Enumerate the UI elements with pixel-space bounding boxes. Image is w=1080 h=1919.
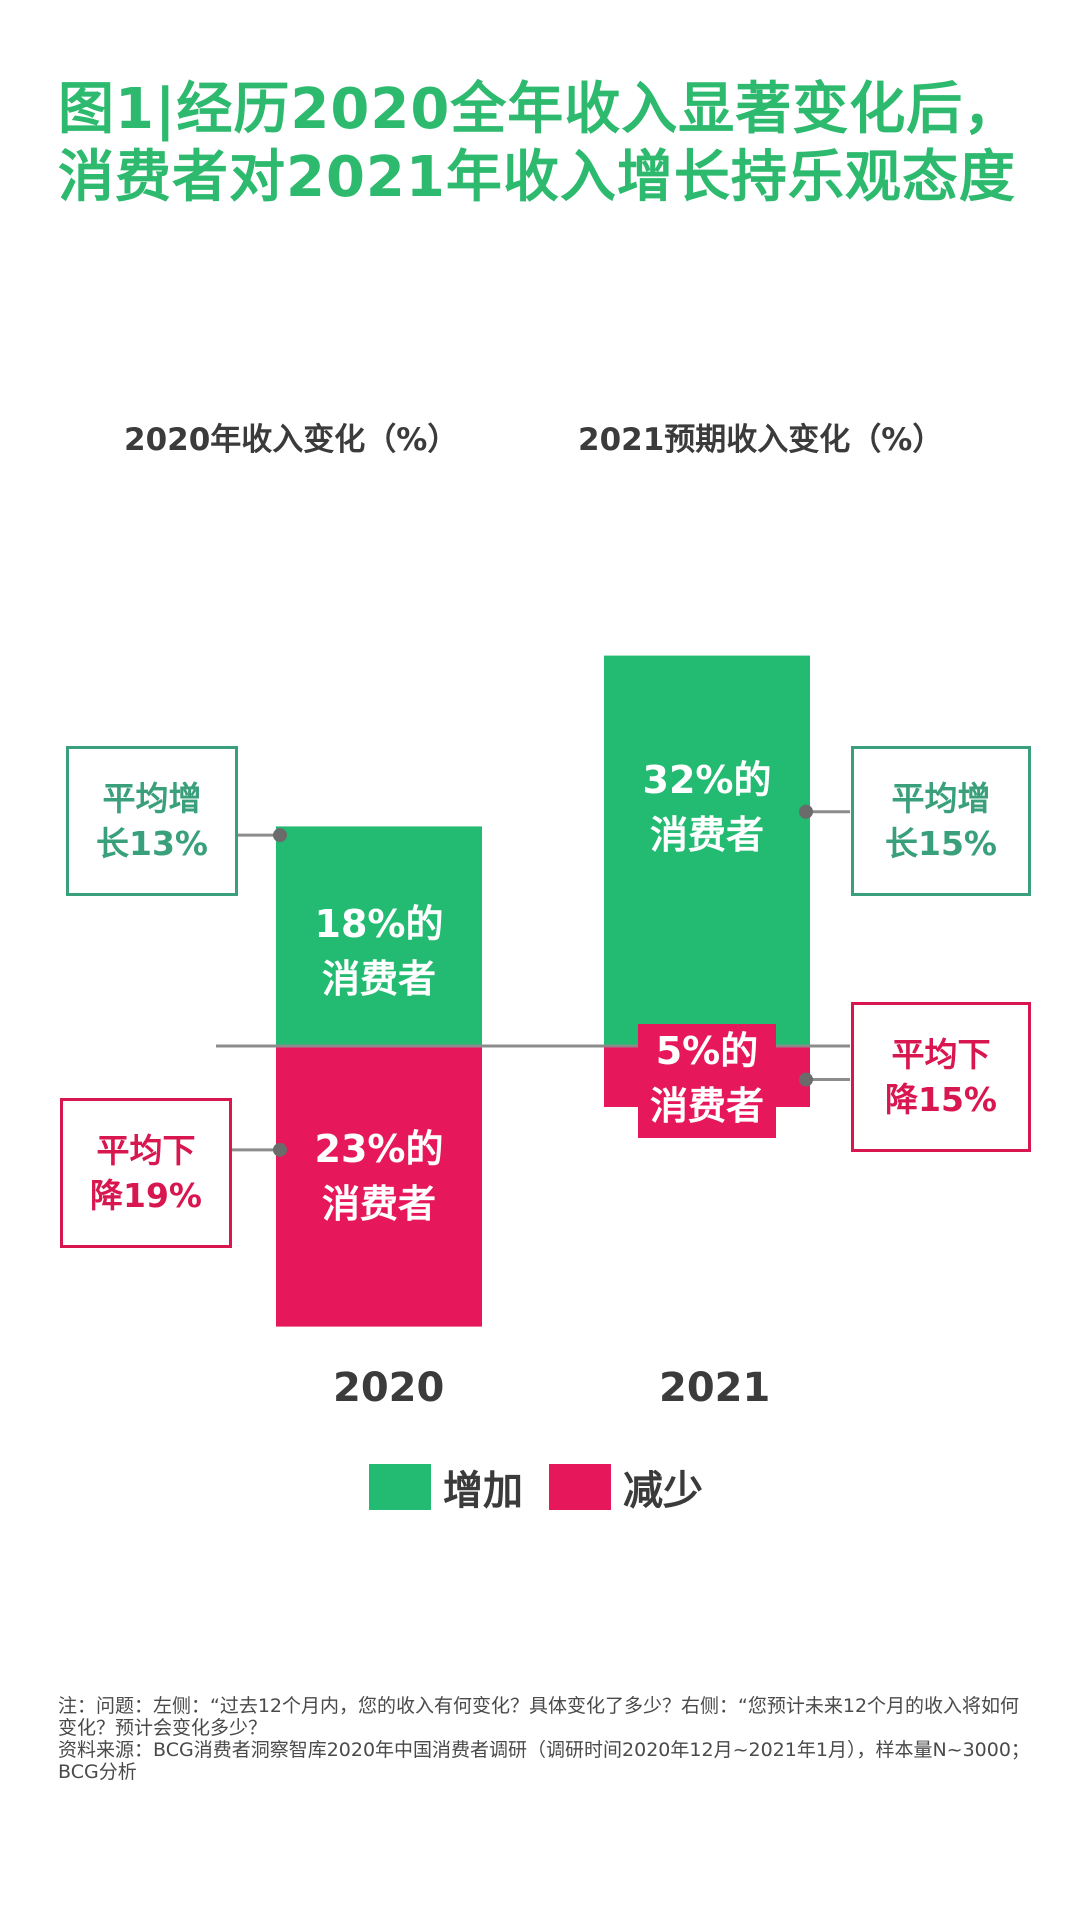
bar-label-increase-2021: 32%的 消费者 — [642, 758, 772, 858]
connector-dot-decrease-2021 — [799, 1072, 813, 1087]
connector-dot-increase-2020 — [273, 828, 287, 843]
legend-label-increase: 增加 — [443, 1468, 523, 1514]
panel-title-2020: 2020年收入变化（%） — [124, 422, 459, 458]
callout-decrease-2021: 平均下 降15% — [851, 1002, 1031, 1152]
callout-increase-2021: 平均增 长15% — [851, 746, 1031, 896]
callout-increase-2020: 平均增 长13% — [66, 746, 238, 896]
connector-dot-decrease-2020 — [273, 1142, 287, 1157]
legend-swatch-decrease — [549, 1464, 611, 1510]
x-tick-2021: 2021 — [659, 1365, 771, 1411]
bar-increase-2020 — [276, 826, 482, 1046]
footnote: 注：问题：左侧：“过去12个月内，您的收入有何变化？具体变化了多少？右侧：“您预… — [58, 1695, 1033, 1783]
bar-decrease-2020 — [276, 1046, 482, 1327]
legend-swatch-increase — [369, 1464, 431, 1510]
legend: 增加 减少 — [369, 1458, 703, 1516]
bar-increase-2021 — [604, 655, 810, 1046]
bar-label-increase-2020: 18%的 消费者 — [314, 901, 444, 1001]
connector-dot-increase-2021 — [799, 804, 813, 819]
legend-label-decrease: 减少 — [623, 1468, 703, 1514]
x-tick-2020: 2020 — [333, 1365, 445, 1411]
callout-decrease-2020: 平均下 降19% — [60, 1098, 232, 1248]
bar-label-decrease-2021: 5%的 消费者 — [638, 1024, 776, 1138]
footnote-source: 资料来源：BCG消费者洞察智库2020年中国消费者调研（调研时间2020年12月… — [58, 1739, 1030, 1783]
chart-title: 图1|经历2020全年收入显著变化后， 消费者对2021年收入增长持乐观态度 — [58, 76, 1038, 212]
footnote-question: 注：问题：左侧：“过去12个月内，您的收入有何变化？具体变化了多少？右侧：“您预… — [58, 1695, 1020, 1739]
bar-label-decrease-2020: 23%的 消费者 — [314, 1126, 444, 1226]
panel-title-2021: 2021预期收入变化（%） — [578, 422, 944, 458]
title-line-1: 图1|经历2020全年收入显著变化后， — [58, 77, 1021, 142]
title-line-2: 消费者对2021年收入增长持乐观态度 — [58, 145, 1016, 210]
